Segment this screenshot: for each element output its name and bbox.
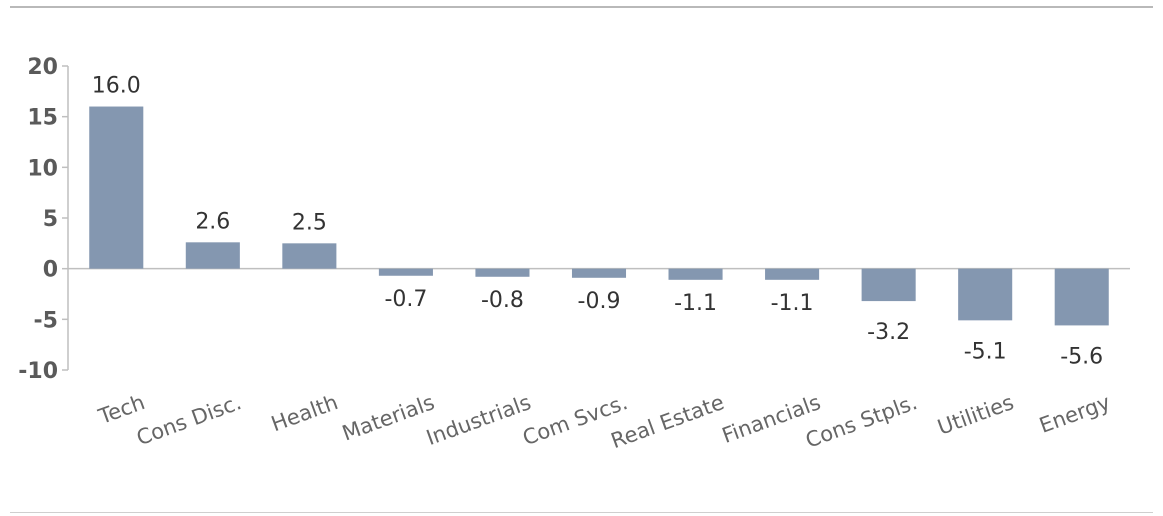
data-label: 2.6 xyxy=(195,209,230,234)
bar xyxy=(765,268,820,280)
bar xyxy=(89,106,144,269)
bar xyxy=(571,268,627,278)
y-tick-label: 5 xyxy=(43,207,58,232)
x-tick-label: Industrials xyxy=(423,390,534,450)
y-tick-label: 20 xyxy=(27,55,58,80)
bar xyxy=(861,268,916,302)
x-tick-label: Tech xyxy=(95,390,148,429)
y-tick-label: 15 xyxy=(27,106,58,131)
x-tick-label: Energy xyxy=(1036,390,1113,438)
bars xyxy=(89,106,1109,326)
bar xyxy=(958,268,1013,321)
bar xyxy=(1054,268,1109,326)
y-tick-label: -10 xyxy=(18,359,58,384)
data-label: -3.2 xyxy=(867,320,910,345)
bottom-divider xyxy=(10,512,1153,513)
y-axis: 20 15 10 5 0 -5 -10 xyxy=(18,55,1130,384)
data-label: -5.6 xyxy=(1060,344,1103,369)
x-tick-label: Cons Stpls. xyxy=(802,390,920,452)
data-label: -0.9 xyxy=(578,289,621,314)
y-tick-label: -5 xyxy=(34,308,58,333)
data-label: -1.1 xyxy=(771,291,814,316)
y-tick-label: 10 xyxy=(27,156,58,181)
x-tick-label: Utilities xyxy=(934,390,1016,440)
x-tick-label: Materials xyxy=(339,390,438,445)
bar xyxy=(282,243,337,269)
data-label: -0.7 xyxy=(384,287,427,312)
top-divider xyxy=(10,6,1153,8)
x-tick-label: Health xyxy=(268,390,341,436)
bar xyxy=(378,268,433,276)
y-tick-label: 0 xyxy=(43,258,58,283)
bar xyxy=(668,268,723,280)
data-labels: 16.0 2.6 2.5 -0.7 -0.8 -0.9 -1.1 -1.1 -3.2 -5.1 -5… xyxy=(92,74,1103,370)
x-tick-label: Cons Disc. xyxy=(133,390,244,450)
data-label: -1.1 xyxy=(674,291,717,316)
data-label: -0.8 xyxy=(481,288,524,313)
data-label: 16.0 xyxy=(92,74,141,99)
data-label: -5.1 xyxy=(964,339,1007,364)
bar xyxy=(475,268,530,277)
data-label: 2.5 xyxy=(292,210,327,235)
bar xyxy=(185,242,240,269)
